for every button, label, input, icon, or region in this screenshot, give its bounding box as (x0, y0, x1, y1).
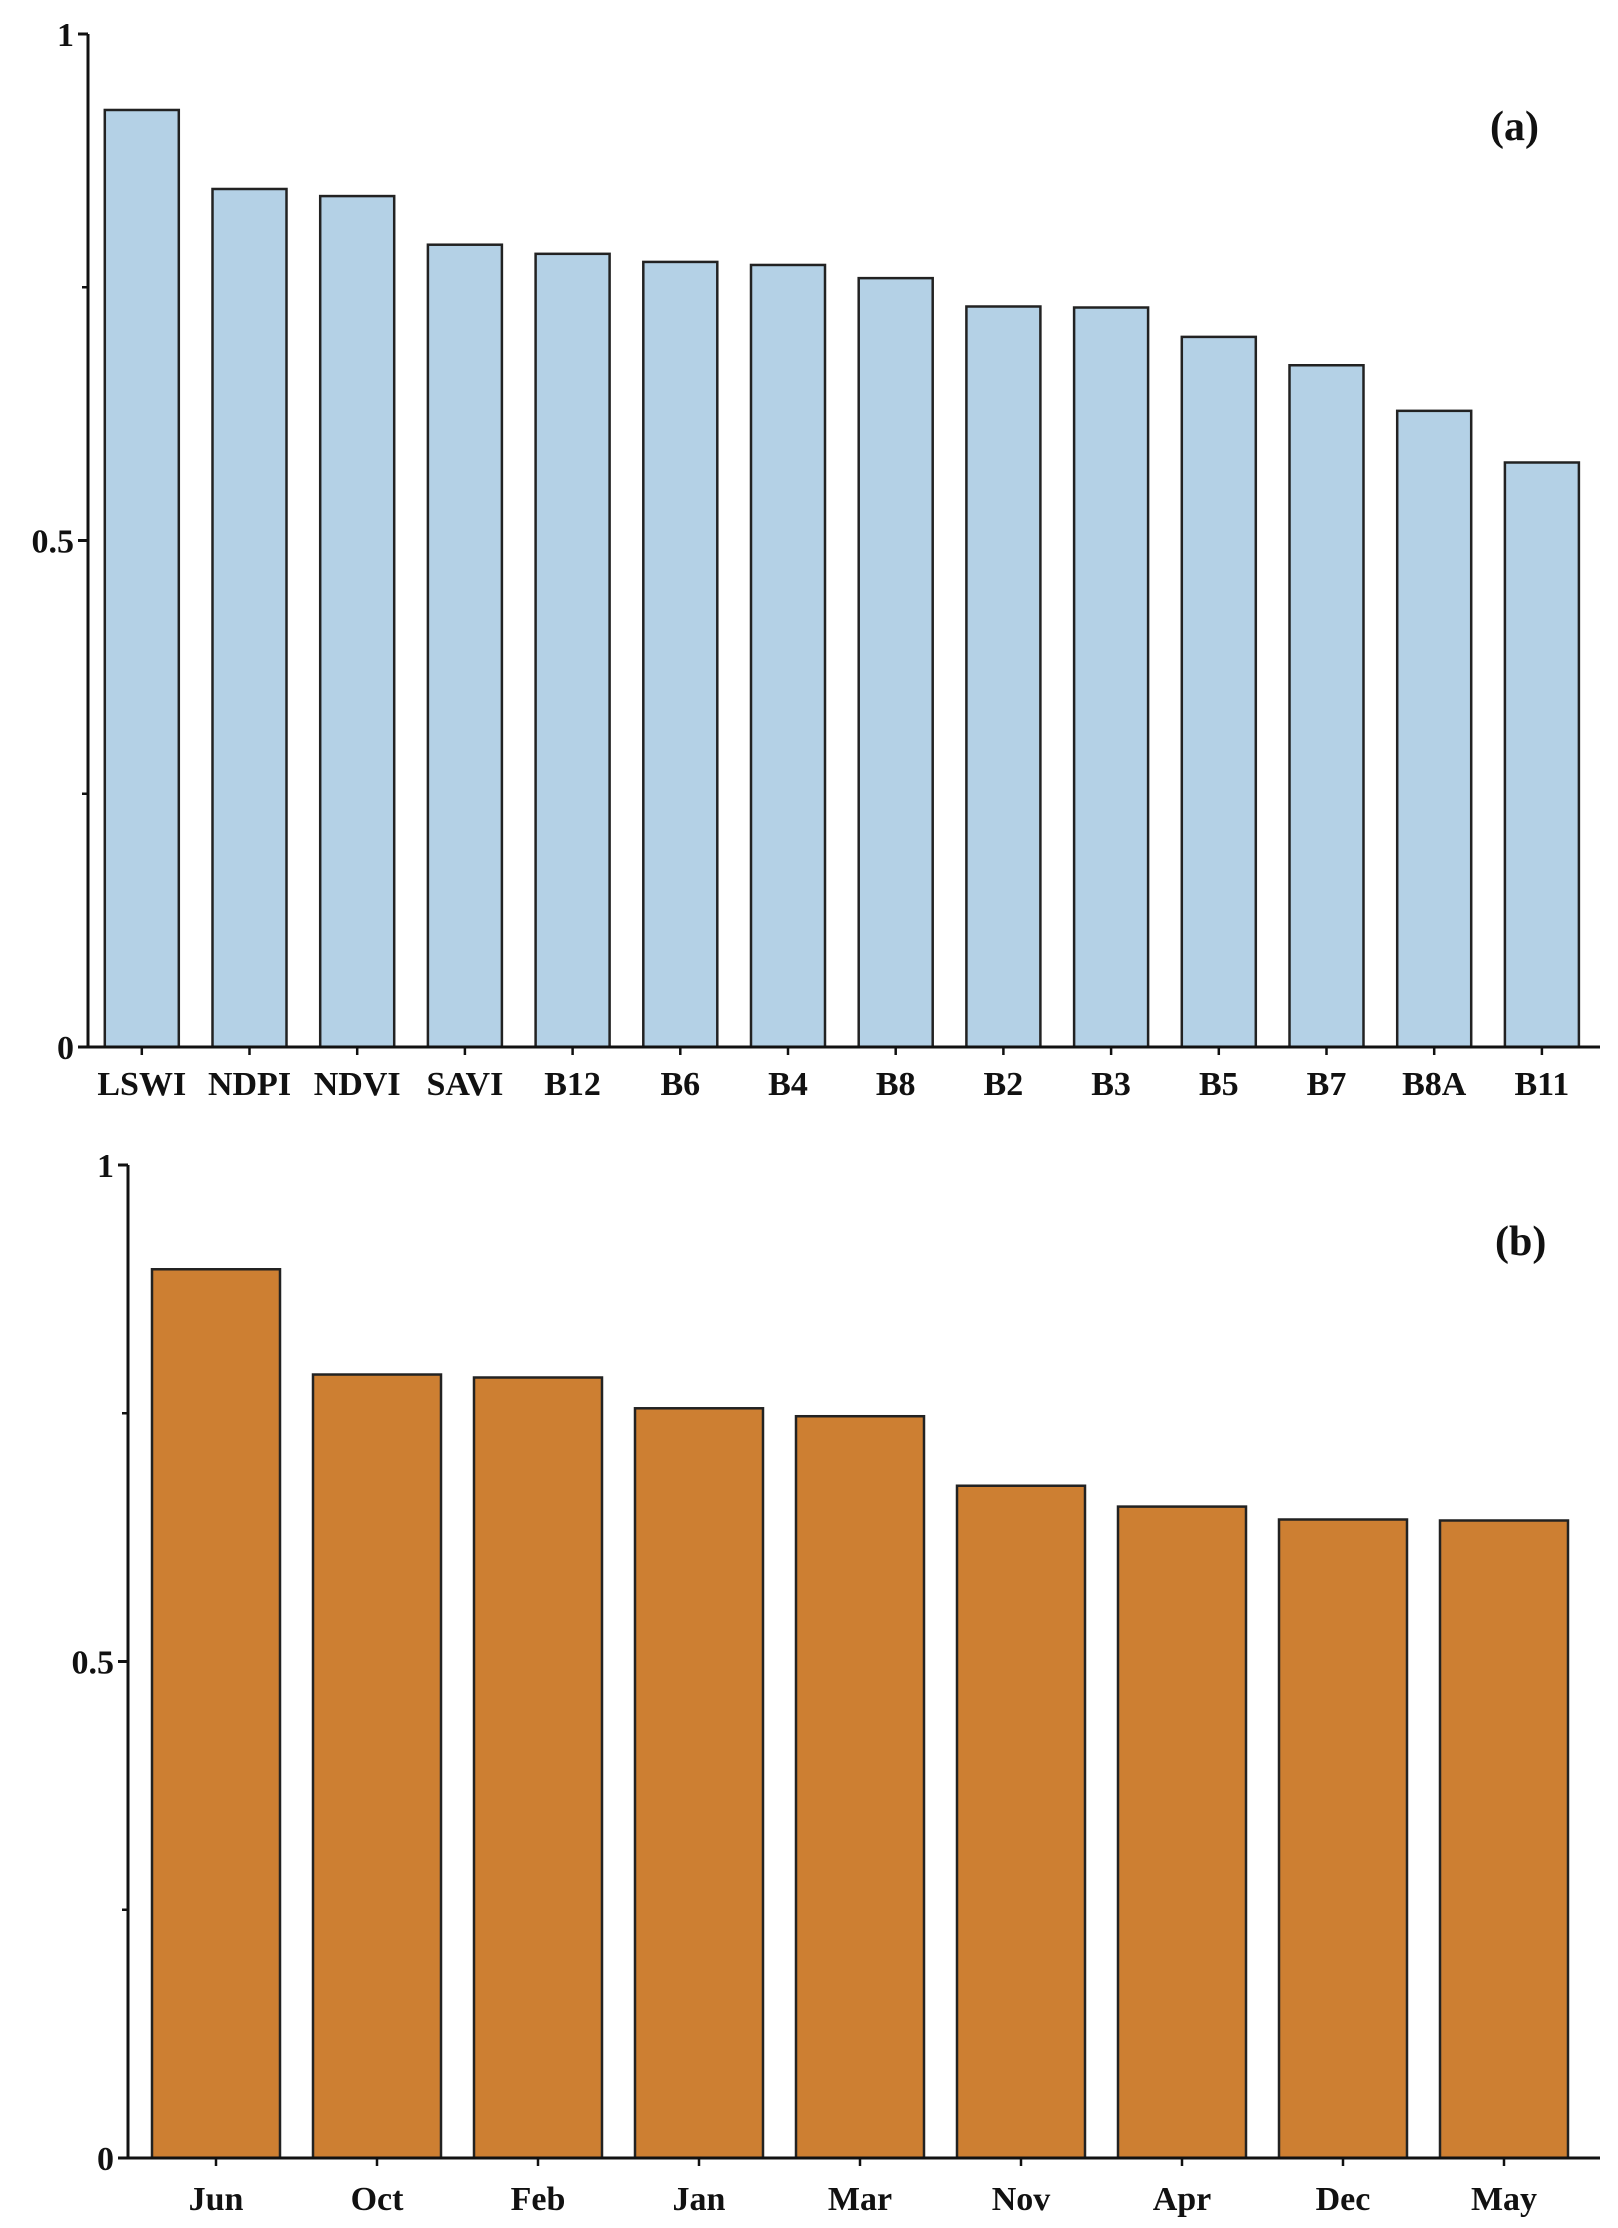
bar-may (1438, 1519, 1570, 2160)
panel-label: (b) (1495, 1219, 1546, 1265)
y-tick-label: 0 (97, 2141, 114, 2178)
bar-b6 (642, 260, 719, 1049)
x-tick-label-apr: Apr (1153, 2181, 1212, 2218)
x-tick-label-ndpi: NDPI (208, 1066, 291, 1103)
x-tick-label-b12: B12 (544, 1066, 601, 1103)
bar-b3 (1072, 306, 1150, 1049)
x-tick-label-may: May (1471, 2181, 1537, 2218)
x-tick-label-b8a: B8A (1402, 1066, 1467, 1103)
y-tick-label: 0.5 (32, 524, 75, 561)
panel-b: Jun Oct Feb Jan Mar Nov Apr Dec May 0 0.5 1 (b) (72, 1148, 1600, 2218)
bar-b2 (965, 305, 1042, 1049)
y-tick-label: 1 (97, 1148, 114, 1185)
x-tick-label-jun: Jun (189, 2181, 244, 2218)
bar-oct (311, 1373, 443, 2160)
x-tick-label-b7: B7 (1307, 1066, 1347, 1103)
x-tick-label-b6: B6 (660, 1066, 700, 1103)
bar-dec (1277, 1518, 1409, 2160)
bar-ndpi (211, 187, 288, 1049)
bar-nov (955, 1484, 1087, 2160)
x-tick-label-b5: B5 (1199, 1066, 1239, 1103)
y-tick-label: 0 (57, 1030, 74, 1067)
bar-mar (794, 1414, 926, 2160)
bar-jun (150, 1268, 282, 2160)
bar-b4 (749, 263, 827, 1049)
x-tick-label-b8: B8 (876, 1066, 916, 1103)
x-tick-label-oct: Oct (351, 2181, 405, 2218)
y-tick-label: 0.5 (72, 1645, 115, 1682)
x-tick-label-b11: B11 (1514, 1066, 1569, 1103)
bar-lswi (103, 108, 181, 1049)
bar-apr (1116, 1505, 1248, 2160)
x-tick-label-dec: Dec (1316, 2181, 1371, 2218)
bar-b11 (1503, 461, 1581, 1049)
bar-b7 (1288, 364, 1365, 1049)
bar-b8 (857, 276, 934, 1049)
bar-savi (426, 243, 504, 1049)
x-tick-label-feb: Feb (511, 2181, 566, 2218)
x-tick-label-b3: B3 (1091, 1066, 1131, 1103)
bar-jan (633, 1407, 765, 2160)
x-tick-label-savi: SAVI (426, 1066, 503, 1103)
x-tick-label-mar: Mar (828, 2181, 892, 2218)
x-tick-label-ndvi: NDVI (314, 1066, 401, 1103)
x-tick-label-lswi: LSWI (97, 1066, 186, 1103)
y-tick-label: 1 (57, 17, 74, 54)
bar-b12 (534, 252, 611, 1049)
panel-label: (a) (1490, 104, 1539, 150)
x-tick-label-b2: B2 (984, 1066, 1024, 1103)
panel-a: LSWI NDPI NDVI SAVI B12 B6 B4 B8 B2 B3 B5 B7 B8A B11 0… (32, 17, 1600, 1103)
bar-b5 (1180, 335, 1258, 1049)
x-tick-label-jan: Jan (673, 2181, 726, 2218)
bar-feb (472, 1376, 604, 2160)
x-tick-label-nov: Nov (992, 2181, 1051, 2218)
x-tick-label-b4: B4 (768, 1066, 808, 1103)
bar-ndvi (318, 194, 396, 1049)
bar-b8a (1395, 409, 1473, 1049)
